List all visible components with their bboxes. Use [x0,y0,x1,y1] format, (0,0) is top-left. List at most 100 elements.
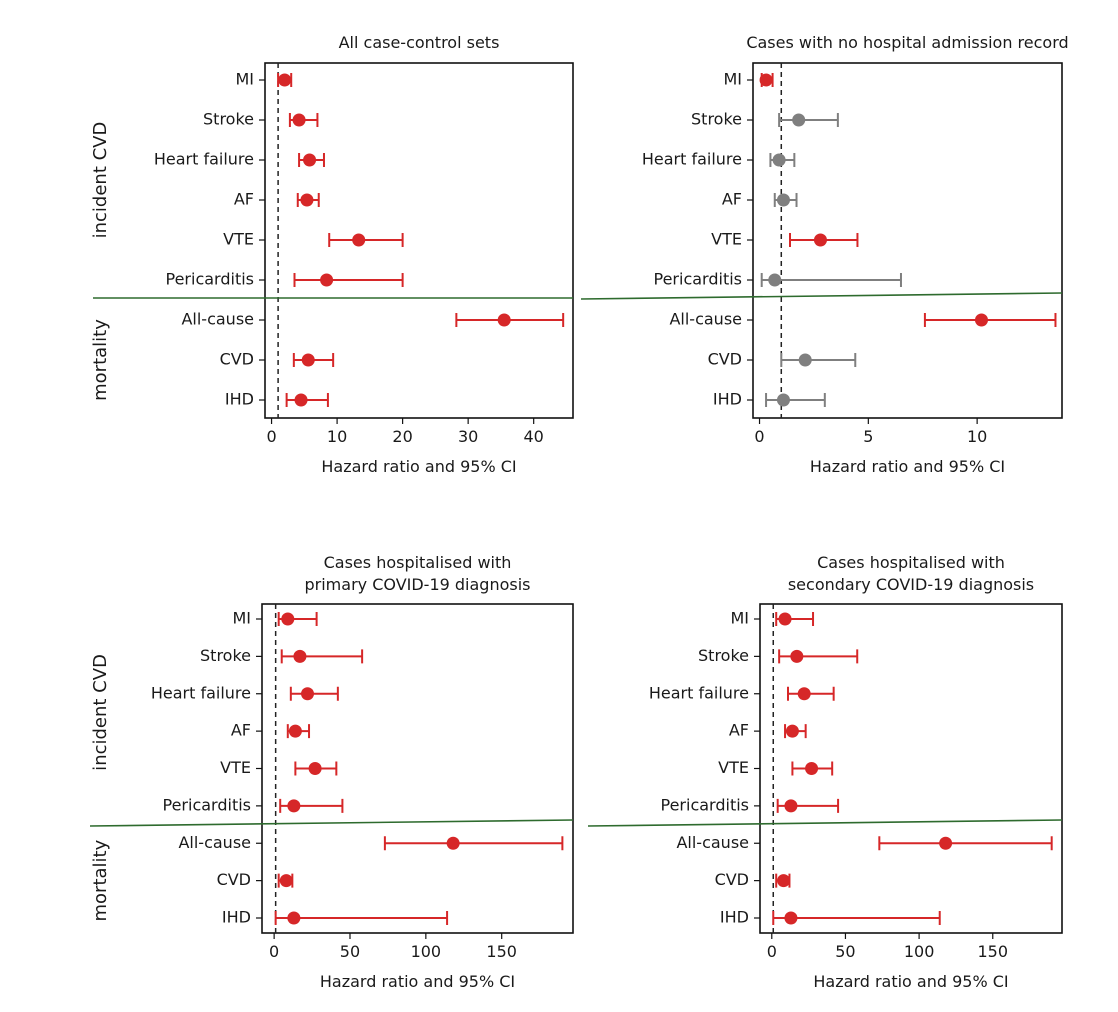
y-tick-label: Heart failure [154,150,254,169]
y-tick-label: MI [730,609,749,628]
hazard-ratio-point [446,836,460,850]
x-tick-label: 50 [835,942,855,961]
hazard-ratio-point [772,153,786,167]
y-tick-label: Pericarditis [163,795,252,814]
hazard-ratio-point [792,113,806,127]
hazard-ratio-point [281,612,295,626]
panel-title: primary COVID-19 diagnosis [305,575,531,594]
x-tick-label: 0 [767,942,777,961]
y-tick-label: IHD [225,390,254,409]
hazard-ratio-point [776,393,790,407]
x-tick-label: 100 [411,942,442,961]
y-tick-label: VTE [718,758,749,777]
group-label: incident CVD [90,122,111,239]
hazard-ratio-point [300,193,314,207]
hazard-ratio-point [778,612,792,626]
x-tick-label: 0 [266,427,276,446]
forest-panel-2: Cases with no hospital admission recordM… [580,33,1069,476]
x-tick-label: 0 [754,427,764,446]
y-tick-label: AF [231,721,251,740]
group-separator [587,819,1063,827]
x-tick-label: 150 [486,942,517,961]
y-tick-label: Stroke [200,646,251,665]
forest-panel-1: All case-control sets incident CVD mortali… [90,33,574,476]
hazard-ratio-point [303,153,317,167]
y-tick-label: VTE [220,758,251,777]
y-tick-label: MI [723,70,742,89]
forest-panel-3: Cases hospitalised with primary COVID-19 … [89,553,574,991]
y-tick-label: IHD [720,908,749,927]
hazard-ratio-point [798,353,812,367]
hazard-ratio-point [288,724,302,738]
hazard-ratio-point [287,799,301,813]
y-tick-label: Stroke [691,110,742,129]
y-tick-label: AF [234,190,254,209]
panel-title: Cases with no hospital admission record [746,33,1068,52]
group-label: mortality [90,319,111,401]
hazard-ratio-point [294,393,308,407]
y-tick-label: All-cause [178,833,251,852]
hazard-ratio-point [768,273,782,287]
group-separator [580,292,1063,300]
y-tick-label: Heart failure [151,683,251,702]
hazard-ratio-point [813,233,827,247]
y-tick-label: All-cause [181,310,254,329]
hazard-ratio-point [301,353,315,367]
hazard-ratio-point [939,836,953,850]
panel-title: secondary COVID-19 diagnosis [788,575,1034,594]
x-tick-label: 0 [269,942,279,961]
hazard-ratio-point [278,73,292,87]
y-tick-label: All-cause [676,833,749,852]
hazard-ratio-point [776,193,790,207]
y-tick-label: Stroke [203,110,254,129]
y-tick-label: AF [722,190,742,209]
x-tick-label: 100 [904,942,935,961]
y-tick-label: CVD [220,350,254,369]
x-tick-label: 10 [967,427,987,446]
hazard-ratio-point [320,273,334,287]
x-tick-label: 10 [327,427,347,446]
x-tick-label: 150 [977,942,1008,961]
y-tick-label: IHD [713,390,742,409]
group-separator [89,819,574,827]
panel-title: Cases hospitalised with [817,553,1005,572]
hazard-ratio-point [497,313,511,327]
y-tick-label: CVD [715,870,749,889]
hazard-ratio-point [308,762,322,775]
x-tick-label: 40 [524,427,544,446]
hazard-ratio-point [279,874,293,888]
x-tick-label: 30 [458,427,478,446]
hazard-ratio-point [301,687,315,701]
hazard-ratio-point [777,874,791,888]
y-tick-label: AF [729,721,749,740]
hazard-ratio-point [293,649,307,663]
x-axis-label: Hazard ratio and 95% CI [813,972,1008,991]
group-label: incident CVD [90,654,111,771]
y-tick-label: Heart failure [642,150,742,169]
y-tick-label: VTE [223,230,254,249]
hazard-ratio-point [805,762,819,775]
x-tick-label: 20 [392,427,412,446]
hazard-ratio-point [352,233,366,247]
forest-panel-4: Cases hospitalised with secondary COVID-1… [587,553,1063,991]
y-tick-label: VTE [711,230,742,249]
hazard-ratio-point [785,724,799,738]
y-tick-label: Pericarditis [166,270,255,289]
y-tick-label: Heart failure [649,683,749,702]
y-tick-label: Stroke [698,646,749,665]
group-label: mortality [90,839,111,921]
hazard-ratio-point [784,911,798,925]
hazard-ratio-point [292,113,306,127]
hazard-ratio-point [974,313,988,327]
hazard-ratio-point [759,73,773,87]
x-tick-label: 5 [863,427,873,446]
x-tick-label: 50 [340,942,360,961]
hazard-ratio-point [784,799,798,813]
x-axis-label: Hazard ratio and 95% CI [810,457,1005,476]
y-tick-label: Pericarditis [661,795,750,814]
hazard-ratio-point [287,911,301,925]
hazard-ratio-point [797,687,811,701]
y-tick-label: Pericarditis [654,270,743,289]
x-axis-label: Hazard ratio and 95% CI [321,457,516,476]
